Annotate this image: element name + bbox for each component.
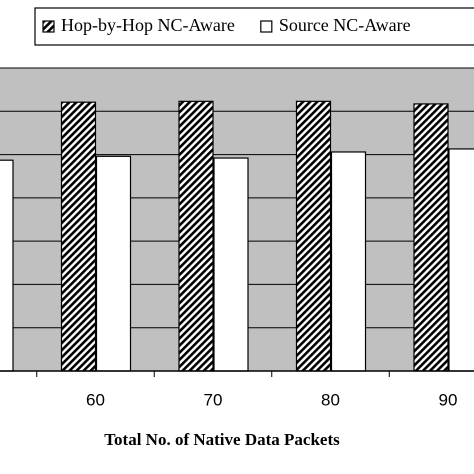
x-tick-label: 60 [86,390,105,409]
legend-label: Hop-by-Hop NC-Aware [61,15,235,35]
x-axis-title: Total No. of Native Data Packets [104,430,340,449]
bar [178,100,214,372]
bar [213,157,249,372]
legend-box [34,7,474,46]
bar [330,151,367,372]
bar [295,100,332,372]
bar [60,101,97,372]
bar [95,155,132,372]
x-tick-label: 90 [439,390,458,409]
bar [448,148,474,372]
x-tick-label: 70 [204,390,223,409]
bar [413,103,449,372]
legend-swatch [260,20,273,33]
legend-label: Source NC-Aware [279,15,411,35]
x-tick-label: 80 [321,390,340,409]
bar [0,159,14,372]
legend-swatch [42,20,55,33]
